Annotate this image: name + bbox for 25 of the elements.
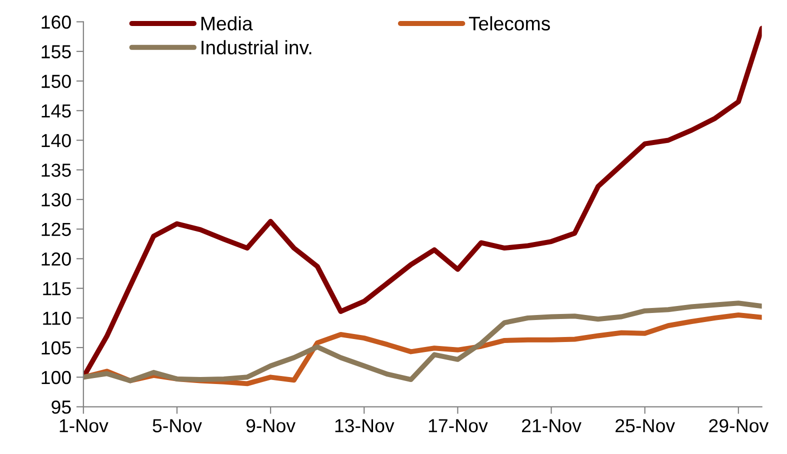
y-tick-label: 130 bbox=[42, 193, 71, 206]
legend-label: Telecoms bbox=[468, 16, 550, 30]
y-tick-label: 125 bbox=[42, 222, 71, 236]
y-tick-label: 140 bbox=[42, 134, 71, 148]
y-tick-label: 155 bbox=[42, 45, 71, 58]
legend-label: Media bbox=[201, 16, 253, 30]
y-tick-label: 95 bbox=[52, 400, 71, 414]
legend-label: Industrial inv. bbox=[202, 40, 312, 54]
x-tick-label: 9-Nov bbox=[246, 419, 296, 432]
y-tick-label: 120 bbox=[42, 252, 71, 266]
x-tick-label: 29-Nov bbox=[709, 419, 769, 432]
x-tick-label: 13-Nov bbox=[335, 419, 394, 432]
y-tick-label: 135 bbox=[42, 164, 71, 177]
x-tick-label: 25-Nov bbox=[616, 419, 676, 432]
y-tick-label: 160 bbox=[42, 15, 71, 29]
x-tick-label: 1-Nov bbox=[60, 419, 108, 432]
y-tick-label: 145 bbox=[42, 104, 71, 118]
x-tick-label: 21-Nov bbox=[522, 419, 582, 432]
y-tick-label: 115 bbox=[43, 282, 71, 296]
x-tick-label: 5-Nov bbox=[152, 419, 202, 432]
y-tick-label: 110 bbox=[43, 312, 71, 325]
y-tick-label: 150 bbox=[42, 74, 71, 88]
y-tick-label: 100 bbox=[42, 370, 71, 384]
x-tick-label: 17-Nov bbox=[428, 419, 488, 432]
y-tick-label: 105 bbox=[42, 341, 71, 355]
